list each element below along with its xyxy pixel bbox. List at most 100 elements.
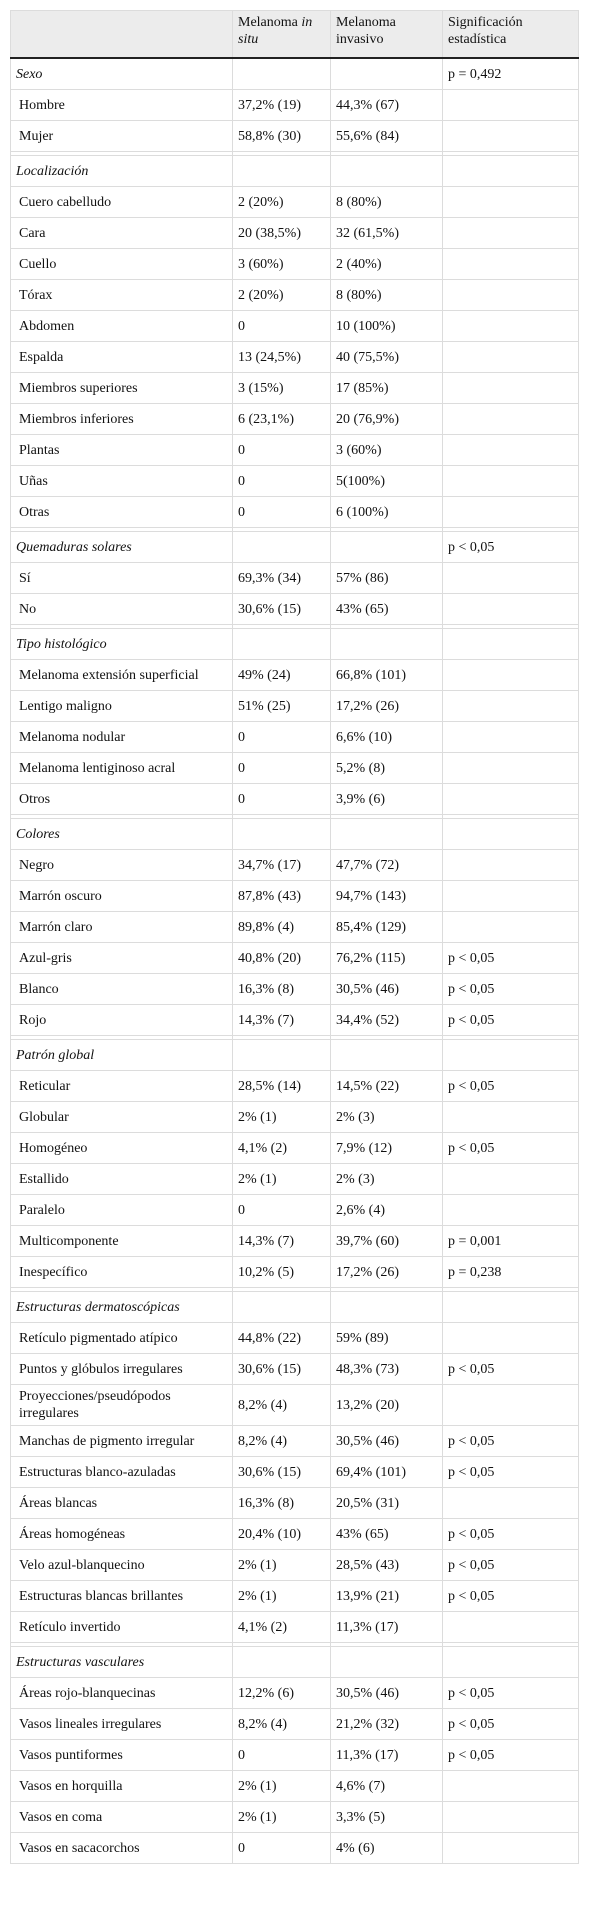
cell: 6,6% (10) [330,721,443,753]
item-row: Vasos en sacacorchos 0 4% (6) [10,1832,579,1864]
item-row: Tórax 2 (20%) 8 (80%) [10,279,579,311]
cell: 2% (3) [330,1163,443,1195]
cell: 32 (61,5%) [330,217,443,249]
cell: 14,3% (7) [232,1004,331,1036]
row-label: Proyecciones/pseudópodos irregulares [10,1384,233,1426]
item-row: Marrón oscuro 87,8% (43) 94,7% (143) [10,880,579,912]
cell: p < 0,05 [442,1456,579,1488]
cell [442,659,579,691]
cell: 0 [232,1194,331,1226]
cell [232,155,331,187]
section-row: Sexo p = 0,492 [10,57,579,90]
cell: p < 0,05 [442,1677,579,1709]
item-row: Rojo 14,3% (7) 34,4% (52) p < 0,05 [10,1004,579,1036]
item-row: Mujer 58,8% (30) 55,6% (84) [10,120,579,152]
row-label: Estructuras blanco-azuladas [10,1456,233,1488]
section-row: Estructuras dermatoscópicas [10,1291,579,1323]
cell: p < 0,05 [442,1739,579,1771]
row-label: Melanoma lentiginoso acral [10,752,233,784]
cell: 69,4% (101) [330,1456,443,1488]
cell: 0 [232,752,331,784]
cell: 21,2% (32) [330,1708,443,1740]
cell: p < 0,05 [442,1070,579,1102]
p-value [442,628,579,660]
cell: p = 0,001 [442,1225,579,1257]
row-label: Rojo [10,1004,233,1036]
cell [232,1291,331,1323]
item-row: Otros 0 3,9% (6) [10,783,579,815]
item-row: Áreas rojo-blanquecinas 12,2% (6) 30,5% (4… [10,1677,579,1709]
cell: 47,7% (72) [330,849,443,881]
item-row: Melanoma extensión superficial 49% (24) 66… [10,659,579,691]
cell: 30,6% (15) [232,1456,331,1488]
item-row: Áreas blancas 16,3% (8) 20,5% (31) [10,1487,579,1519]
section-title: Localización [10,155,233,187]
item-row: Hombre 37,2% (19) 44,3% (67) [10,89,579,121]
cell [232,818,331,850]
item-row: Azul-gris 40,8% (20) 76,2% (115) p < 0,05 [10,942,579,974]
cell: 8,2% (4) [232,1708,331,1740]
cell [442,1832,579,1864]
item-row: Retículo pigmentado atípico 44,8% (22) 59%… [10,1322,579,1354]
cell: 34,4% (52) [330,1004,443,1036]
cell [442,496,579,528]
cell: 30,6% (15) [232,1353,331,1385]
cell: 3 (15%) [232,372,331,404]
item-row: Estallido 2% (1) 2% (3) [10,1163,579,1195]
row-label: Globular [10,1101,233,1133]
cell: 40,8% (20) [232,942,331,974]
item-row: Velo azul-blanquecino 2% (1) 28,5% (43) p <… [10,1549,579,1581]
cell: 44,3% (67) [330,89,443,121]
row-label: Miembros inferiores [10,403,233,435]
cell: 2 (20%) [232,279,331,311]
cell: 8,2% (4) [232,1384,331,1426]
cell: 0 [232,465,331,497]
cell [442,783,579,815]
cell [330,1291,443,1323]
p-value [442,1039,579,1071]
item-row: Vasos en horquilla 2% (1) 4,6% (7) [10,1770,579,1802]
cell: 0 [232,1739,331,1771]
item-row: Manchas de pigmento irregular 8,2% (4) 30,… [10,1425,579,1457]
section-title: Tipo histológico [10,628,233,660]
cell: 69,3% (34) [232,562,331,594]
cell: 48,3% (73) [330,1353,443,1385]
cell: p < 0,05 [442,1425,579,1457]
row-label: Melanoma extensión superficial [10,659,233,691]
cell: p < 0,05 [442,1518,579,1550]
cell: 14,3% (7) [232,1225,331,1257]
cell: 30,5% (46) [330,1677,443,1709]
section-row: Tipo histológico [10,628,579,660]
header-cell: Significación estadística [442,10,579,59]
item-row: Puntos y glóbulos irregulares 30,6% (15) 4… [10,1353,579,1385]
cell: 20,5% (31) [330,1487,443,1519]
row-label: Áreas homogéneas [10,1518,233,1550]
cell [442,1322,579,1354]
item-row: Estructuras blancas brillantes 2% (1) 13,9… [10,1580,579,1612]
cell [442,403,579,435]
row-label: Azul-gris [10,942,233,974]
item-row: Negro 34,7% (17) 47,7% (72) [10,849,579,881]
section-row: Estructuras vasculares [10,1646,579,1678]
header-text: in situ [238,15,313,47]
item-row: Otras 0 6 (100%) [10,496,579,528]
cell: p = 0,238 [442,1256,579,1288]
cell: 3,3% (5) [330,1801,443,1833]
cell: 12,2% (6) [232,1677,331,1709]
item-row: Sí 69,3% (34) 57% (86) [10,562,579,594]
cell [442,89,579,121]
cell: 4,1% (2) [232,1132,331,1164]
cell: 4,1% (2) [232,1611,331,1643]
cell: 30,6% (15) [232,593,331,625]
item-row: No 30,6% (15) 43% (65) [10,593,579,625]
cell [442,310,579,342]
cell [232,531,331,563]
row-label: Paralelo [10,1194,233,1226]
row-label: Estallido [10,1163,233,1195]
item-row: Globular 2% (1) 2% (3) [10,1101,579,1133]
cell [232,1039,331,1071]
cell [232,1646,331,1678]
cell: 57% (86) [330,562,443,594]
cell [442,434,579,466]
row-label: Vasos en sacacorchos [10,1832,233,1864]
